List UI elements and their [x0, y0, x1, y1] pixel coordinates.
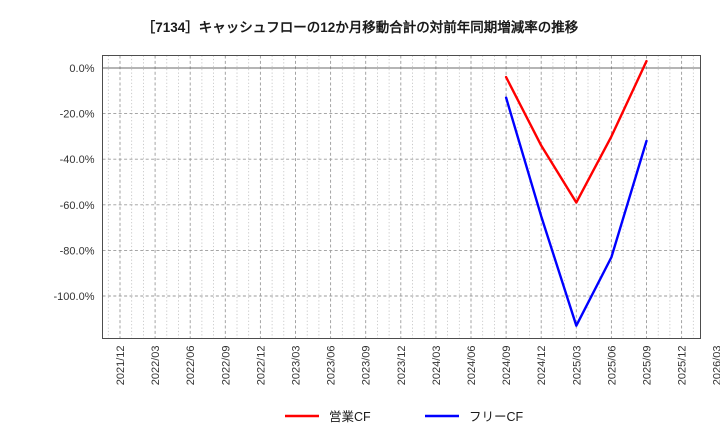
x-axis-tick-label: 2022/09: [220, 346, 232, 386]
x-axis-tick-label: 2025/12: [677, 346, 689, 386]
x-axis-tick-label: 2023/12: [396, 346, 408, 386]
x-axis-tick-labels: 2021/12 2022/03 2022/06 2022/09 2022/12 2023/…: [115, 346, 720, 386]
x-axis-tick-label: 2023/09: [361, 346, 373, 386]
y-axis-tick-labels: 0.0% -20.0% -40.0% -60.0% -80.0% -100.0%: [54, 63, 95, 303]
y-axis-tick-label: -80.0%: [60, 245, 95, 257]
x-axis-tick-label: 2026/03: [712, 346, 720, 386]
chart-title: ［7134］キャッシュフローの12か月移動合計の対前年同期増減率の推移: [141, 20, 579, 35]
legend-label-free-cf: フリーCF: [469, 410, 524, 424]
y-axis-tick-label: 0.0%: [69, 63, 94, 75]
chart-legend: 営業CF フリーCF: [285, 409, 524, 424]
x-axis-tick-label: 2022/12: [255, 346, 267, 386]
x-axis-tick-label: 2024/09: [501, 346, 513, 386]
legend-label-operating-cf: 営業CF: [329, 409, 371, 424]
x-axis-tick-label: 2025/09: [642, 346, 654, 386]
axis-frame: [102, 55, 701, 339]
y-axis-tick-label: -20.0%: [60, 109, 95, 121]
x-axis-tick-label: 2024/12: [536, 346, 548, 386]
series-line-free-cf: [504, 96, 648, 327]
y-axis-tick-label: -60.0%: [60, 200, 95, 212]
x-axis-tick-label: 2025/03: [571, 346, 583, 386]
data-series: [504, 59, 648, 327]
y-axis-tick-label: -40.0%: [60, 154, 95, 166]
y-axis-tick-label: -100.0%: [54, 291, 95, 303]
x-axis-tick-label: 2024/06: [466, 346, 478, 386]
x-axis-tick-label: 2022/06: [185, 346, 197, 386]
x-axis-tick-label: 2022/03: [150, 346, 162, 386]
x-axis-tick-label: 2021/12: [115, 346, 127, 386]
x-axis-tick-label: 2024/03: [431, 346, 443, 386]
x-axis-tick-label: 2025/06: [606, 346, 618, 386]
x-axis-tick-label: 2023/06: [326, 346, 338, 386]
major-gridlines: [102, 55, 701, 339]
x-axis-tick-label: 2023/03: [291, 346, 303, 386]
series-line-operating-cf: [504, 59, 648, 204]
